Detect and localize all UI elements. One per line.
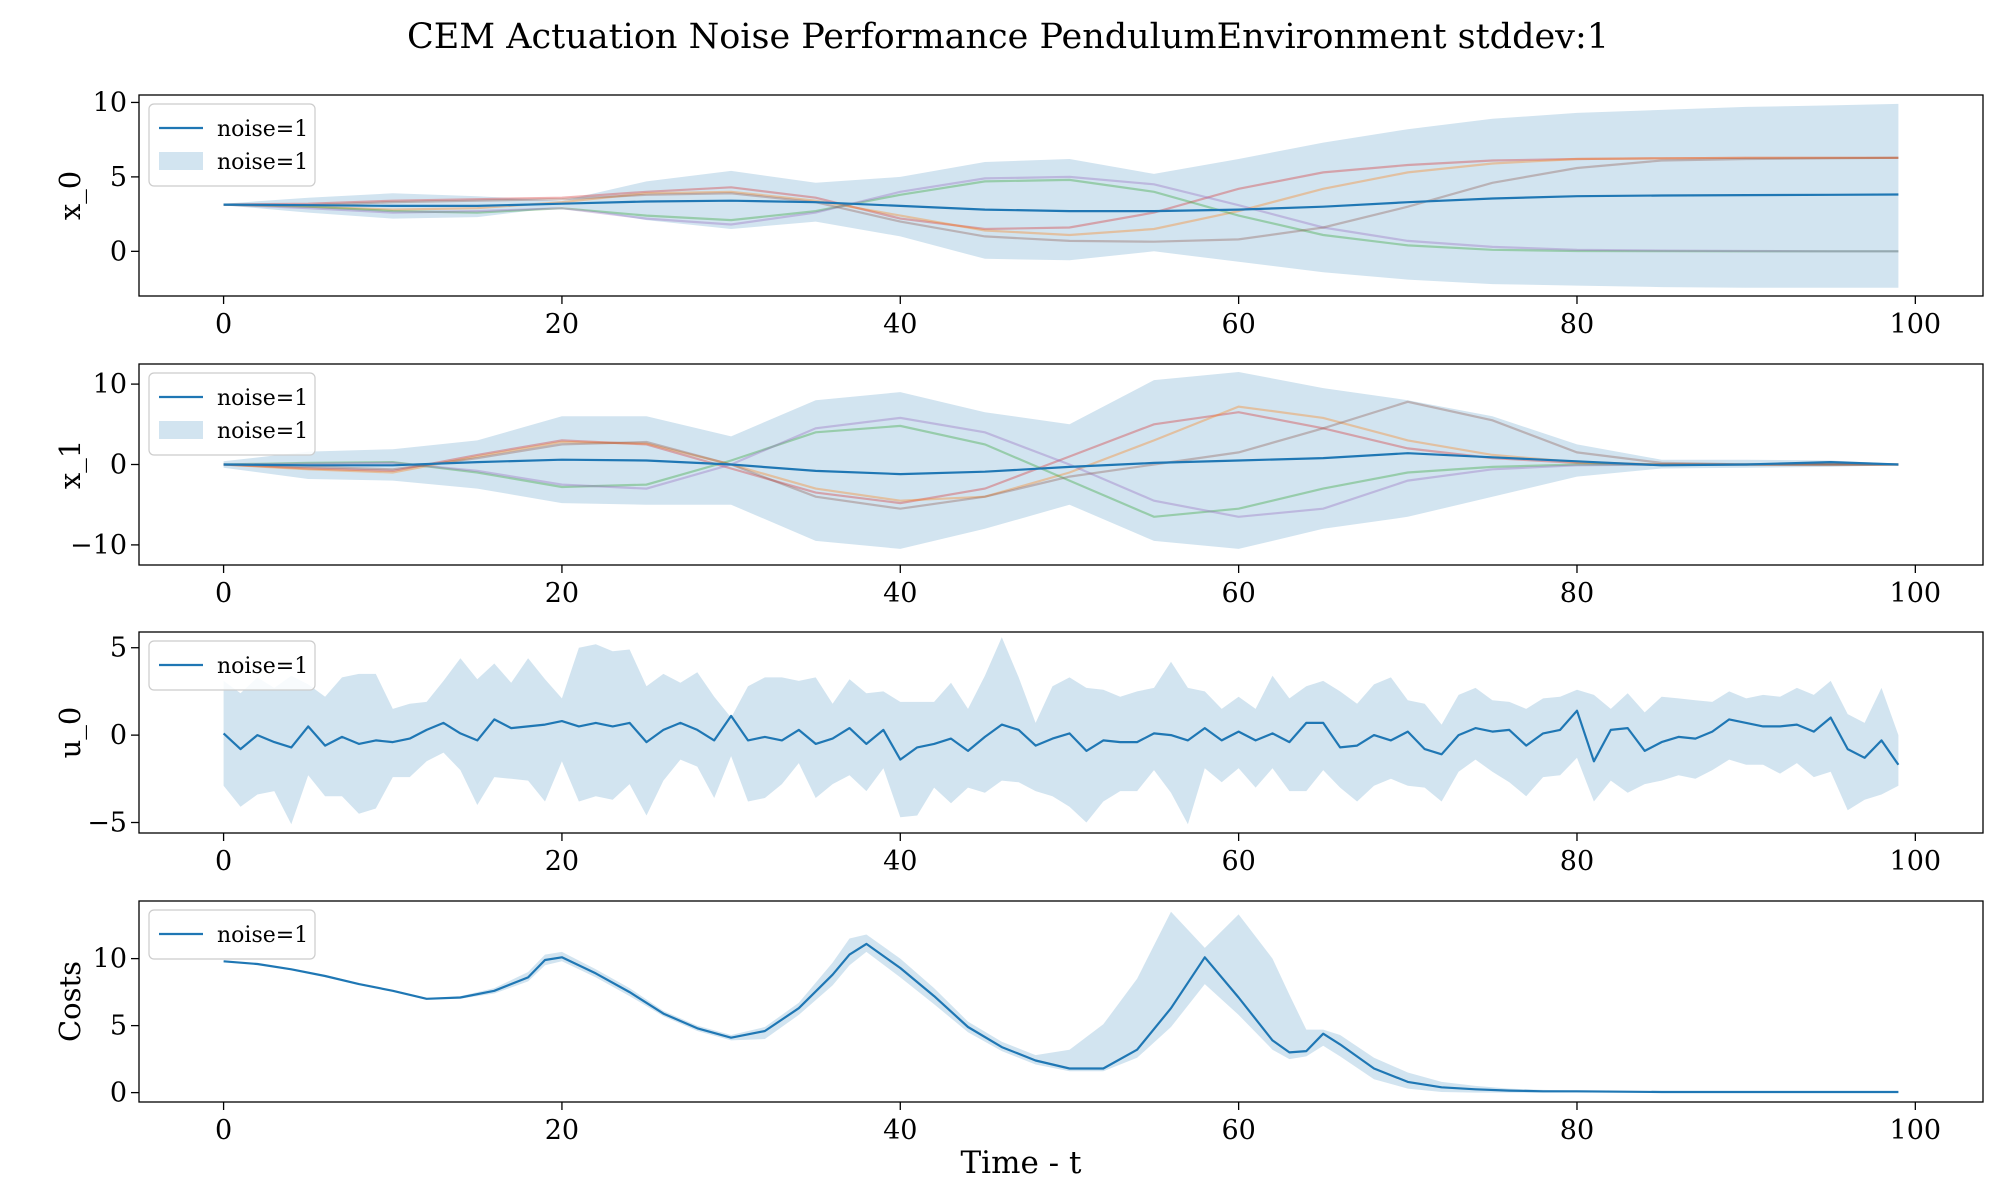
x-tick-label: 100 — [1890, 846, 1942, 877]
mean-line — [223, 193, 1899, 213]
x-tick-label: 80 — [1560, 578, 1594, 609]
y-tick-label: 5 — [110, 1011, 127, 1042]
x-tick-label: 0 — [215, 1115, 232, 1146]
y-tick-label: 10 — [93, 87, 127, 118]
legend-label: noise=1 — [217, 386, 308, 411]
axes-frame — [138, 900, 1984, 1103]
x-tick-label: 60 — [1221, 846, 1255, 877]
x-tick-label: 100 — [1890, 309, 1942, 340]
y-tick-label: 5 — [110, 633, 127, 664]
legend-label: noise=1 — [217, 117, 308, 142]
x-tick-label: 0 — [215, 309, 232, 340]
std-band — [223, 372, 1899, 549]
y-axis-label: x_1 — [53, 440, 88, 489]
std-band — [223, 637, 1899, 825]
y-tick-label: 5 — [110, 162, 127, 193]
legend: noise=1 — [148, 640, 316, 691]
x-tick-label: 20 — [545, 578, 579, 609]
mean-line — [223, 452, 1899, 476]
y-tick-label: 0 — [110, 720, 127, 751]
x-tick-label: 80 — [1560, 846, 1594, 877]
legend: noise=1 noise=1 — [148, 372, 316, 456]
x-tick-label: 20 — [545, 1115, 579, 1146]
x-tick-label: 80 — [1560, 309, 1594, 340]
plot-area — [223, 911, 1899, 1094]
y-axis-label: x_0 — [53, 171, 88, 220]
y-tick-label: 0 — [110, 1078, 127, 1109]
plot-area — [222, 637, 1900, 825]
x-tick-label: 100 — [1890, 1115, 1942, 1146]
std-band — [223, 103, 1899, 288]
legend-band-swatch — [159, 152, 203, 170]
legend-box — [148, 640, 316, 691]
legend-box — [148, 372, 316, 456]
legend-label: noise=1 — [217, 654, 308, 679]
x-tick-label: 100 — [1890, 578, 1942, 609]
x-tick-label: 40 — [883, 846, 917, 877]
y-tick-label: −5 — [87, 808, 127, 839]
legend-box — [148, 909, 316, 960]
y-tick-label: 10 — [93, 944, 127, 975]
legend-box — [148, 103, 316, 187]
y-axis-label: Costs — [53, 961, 87, 1042]
sample-trajectory-line — [223, 178, 1899, 253]
y-axis-label: u_0 — [53, 707, 88, 759]
sample-trajectory-line — [223, 156, 1899, 243]
legend: noise=1 noise=1 — [148, 103, 316, 187]
axes-frame — [138, 94, 1984, 297]
x-tick-label: 80 — [1560, 1115, 1594, 1146]
std-band — [223, 911, 1899, 1093]
legend-label: noise=1 — [217, 419, 308, 444]
plot-area — [223, 372, 1899, 549]
x-tick-label: 40 — [883, 578, 917, 609]
subplot-2: 0 20 40 60 80 100 −10 0 10 x_1 noise=1 noise=1 — [53, 363, 1984, 609]
subplot-3: 0 20 40 60 80 100 −5 0 5 u_0 noise=1 — [53, 631, 1984, 877]
y-tick-label: 0 — [110, 450, 127, 481]
x-tick-label: 40 — [883, 1115, 917, 1146]
figure-title: CEM Actuation Noise Performance Pendulum… — [407, 17, 1609, 57]
x-tick-label: 60 — [1221, 578, 1255, 609]
x-tick-label: 0 — [215, 846, 232, 877]
x-axis-label: Time - t — [961, 1145, 1083, 1181]
mean-line — [223, 942, 1899, 1094]
legend-band-swatch — [159, 421, 203, 439]
x-tick-label: 40 — [883, 309, 917, 340]
x-tick-label: 0 — [215, 578, 232, 609]
legend-label: noise=1 — [217, 150, 308, 175]
sample-trajectory-line — [223, 175, 1899, 253]
legend: noise=1 — [148, 909, 316, 960]
axes-frame — [138, 631, 1984, 834]
legend-label: noise=1 — [217, 923, 308, 948]
mean-line — [222, 709, 1900, 766]
x-tick-label: 60 — [1221, 1115, 1255, 1146]
x-tick-label: 20 — [545, 846, 579, 877]
plot-area — [223, 103, 1899, 288]
subplot-1: 0 20 40 60 80 100 0 5 10 x_0 noise=1 noise=1 — [53, 87, 1984, 340]
sample-trajectory-line — [223, 400, 1899, 510]
x-tick-label: 20 — [545, 309, 579, 340]
sample-trajectory-line — [223, 156, 1899, 231]
y-tick-label: 10 — [93, 369, 127, 400]
y-tick-label: −10 — [70, 530, 127, 561]
y-tick-label: 0 — [110, 236, 127, 267]
x-tick-label: 60 — [1221, 309, 1255, 340]
